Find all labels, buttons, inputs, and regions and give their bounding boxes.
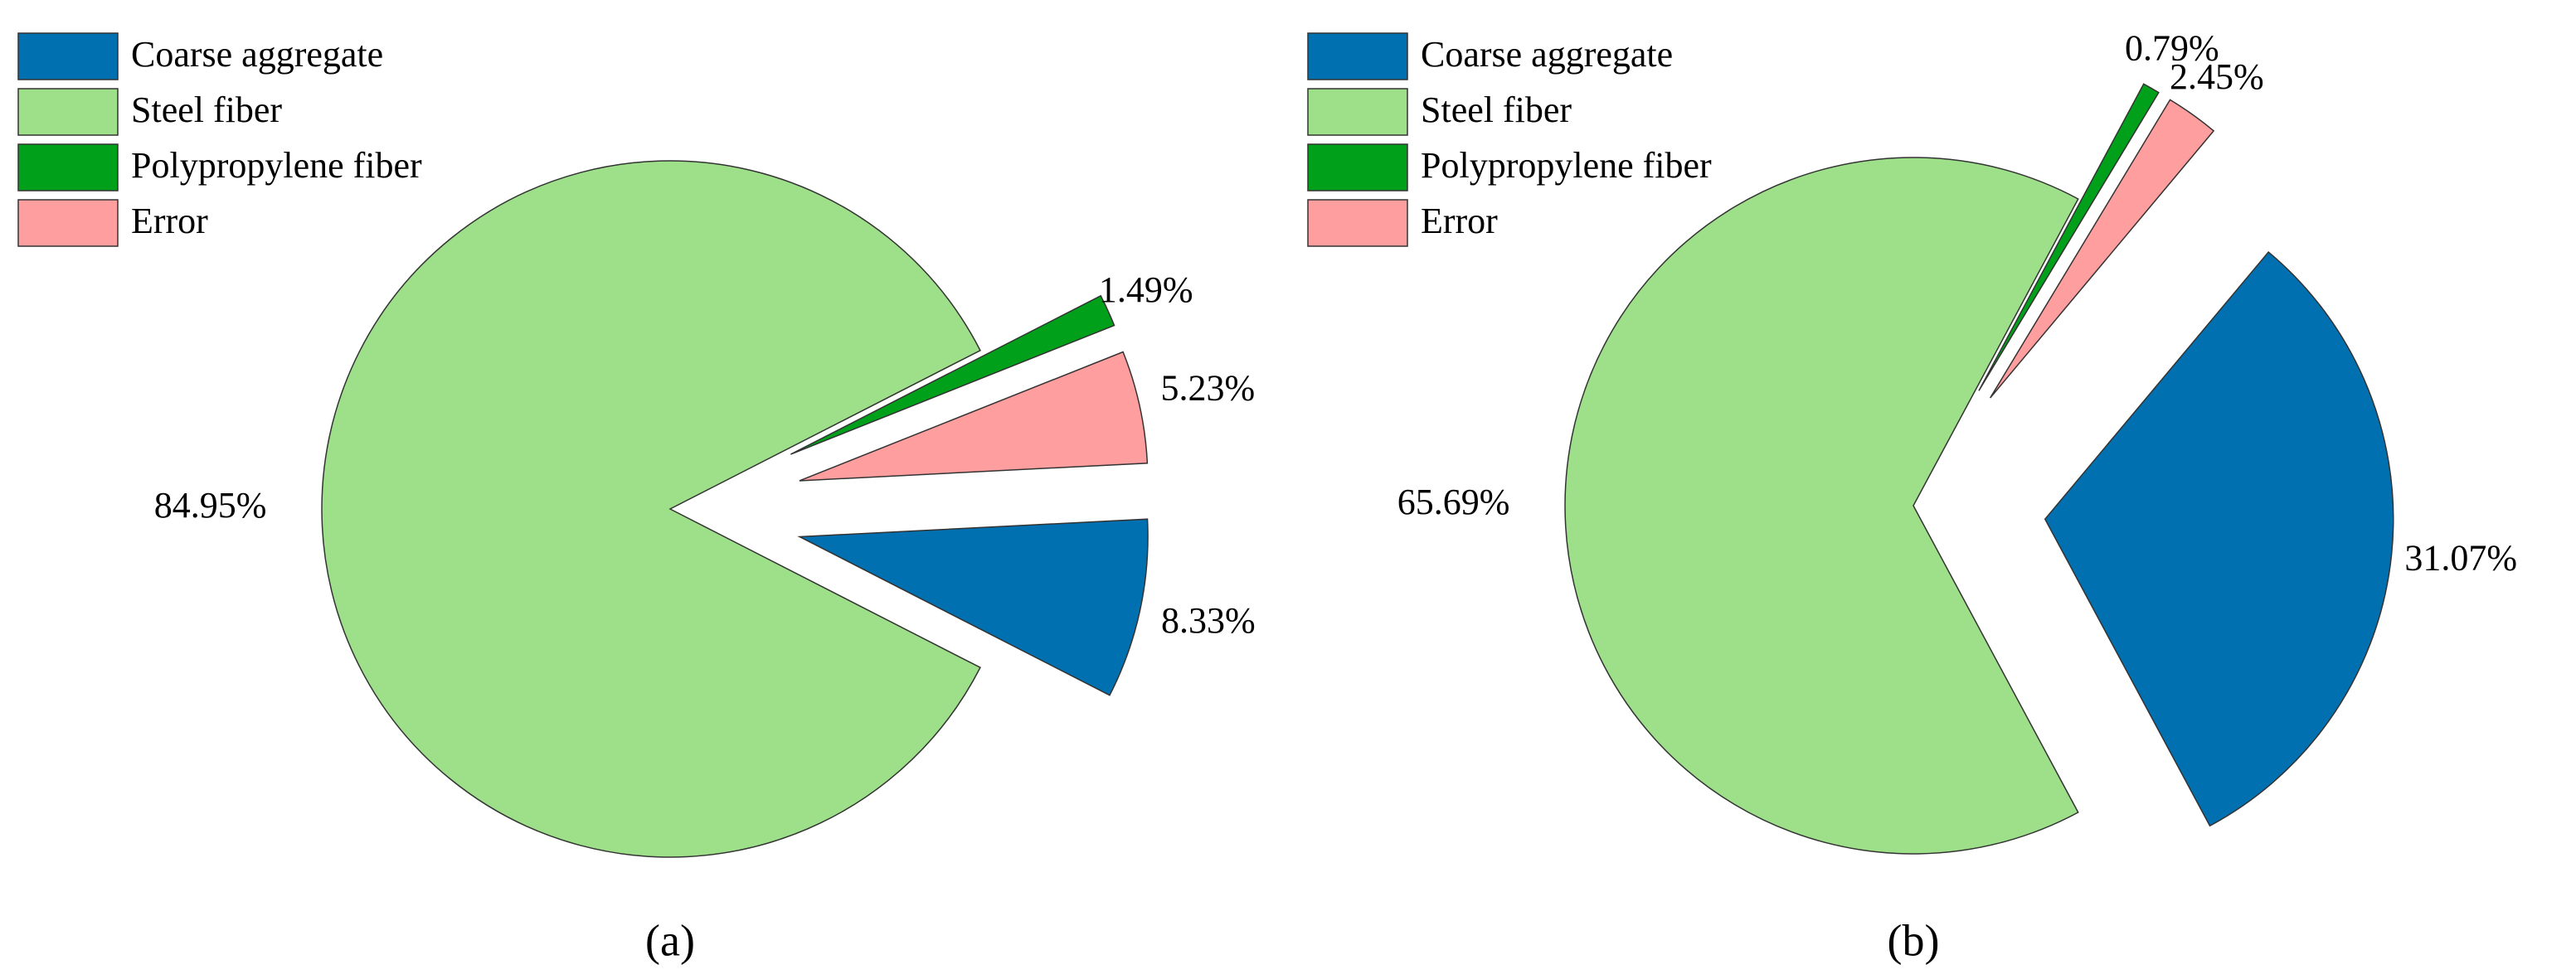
pie-slice: [2044, 250, 2394, 827]
legend-swatch: [17, 32, 119, 80]
pie-slice: [321, 160, 981, 858]
pie-chart: Coarse aggregate Steel fiber Polypropylene…: [17, 32, 1256, 965]
legend-swatch: [1307, 32, 1408, 80]
legend-swatch: [1307, 143, 1408, 191]
legend-label: Steel fiber: [131, 90, 282, 130]
legend-label: Coarse aggregate: [131, 34, 383, 75]
pie-slice: [1564, 157, 2079, 855]
legend-swatch: [17, 88, 119, 136]
legend-label: Polypropylene fiber: [131, 145, 422, 186]
legend-swatch: [17, 199, 119, 247]
pie-slice: [790, 294, 1115, 455]
value-label: 2.45%: [2170, 56, 2264, 97]
pie-chart: Coarse aggregate Steel fiber Polypropylene…: [1307, 28, 2517, 965]
legend-label: Coarse aggregate: [1421, 34, 1673, 75]
value-label: 1.49%: [1099, 269, 1193, 310]
value-label: 5.23%: [1161, 368, 1256, 409]
pie-slice: [1990, 99, 2215, 399]
legend-swatch: [17, 143, 119, 191]
legend-swatch: [1307, 199, 1408, 247]
value-label: 31.07%: [2404, 538, 2517, 579]
value-label: 0.79%: [2125, 28, 2219, 69]
caption: (b): [1888, 915, 1940, 965]
caption: (a): [645, 915, 695, 965]
legend-label: Error: [131, 201, 208, 241]
value-label: 65.69%: [1397, 482, 1510, 522]
value-label: 84.95%: [154, 485, 267, 526]
pie-slice: [1978, 83, 2160, 391]
legend-swatch: [1307, 88, 1408, 136]
legend-label: Steel fiber: [1421, 90, 1572, 130]
legend-label: Error: [1421, 201, 1498, 241]
pie-slice: [797, 518, 1149, 696]
legend-label: Polypropylene fiber: [1421, 145, 1712, 186]
pie-slice: [799, 351, 1149, 482]
value-label: 8.33%: [1161, 600, 1256, 641]
